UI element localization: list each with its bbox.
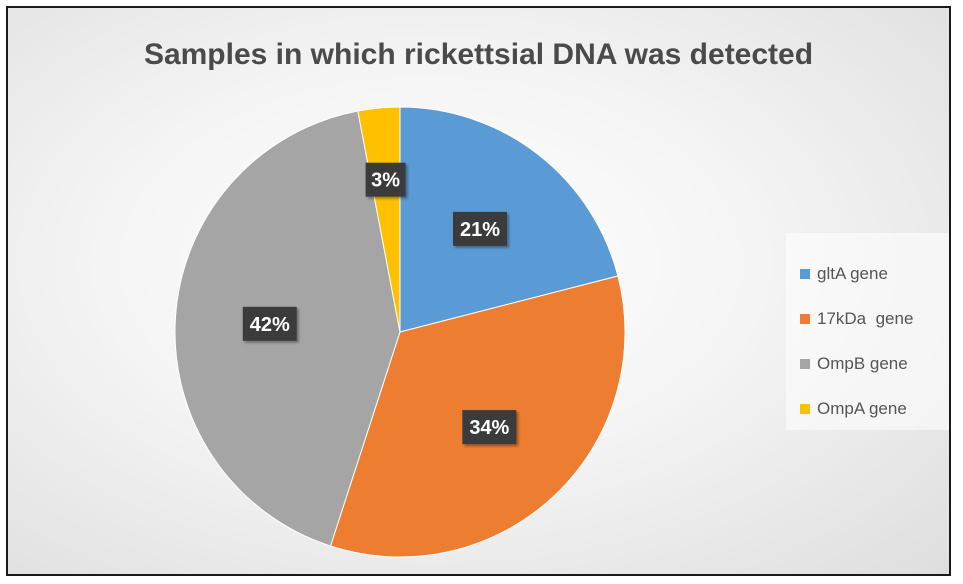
svg-text:3%: 3% — [371, 170, 400, 192]
pie-slice-glta-gene — [399, 106, 619, 333]
svg-text:42%: 42% — [250, 314, 290, 336]
legend-label: OmpA gene — [817, 398, 907, 418]
data-label-17kda-gene: 34% — [462, 410, 517, 445]
legend-label: OmpB gene — [817, 353, 908, 373]
legend-swatch — [800, 403, 810, 414]
legend-swatch — [800, 268, 810, 279]
svg-text:34%: 34% — [469, 417, 509, 439]
legend-swatch — [800, 358, 810, 369]
pie-chart: 21% 34% 42% 3% — [174, 106, 626, 558]
legend-item-ompa-gene: OmpA gene — [800, 386, 949, 431]
legend-item-17kda-gene: 17kDa gene — [800, 296, 949, 341]
legend-item-ompb-gene: OmpB gene — [800, 341, 949, 386]
data-label-ompb-gene: 42% — [242, 306, 297, 341]
legend-label: 17kDa gene — [817, 308, 914, 328]
legend-item-glta-gene: gltA gene — [800, 251, 949, 296]
chart-area: Samples in which rickettsial DNA was det… — [6, 6, 951, 576]
data-label-glta-gene: 21% — [452, 211, 507, 246]
data-label-ompa-gene: 3% — [365, 162, 406, 197]
legend-swatch — [800, 313, 810, 324]
chart-legend: gltA gene 17kDa gene OmpB gene OmpA gene — [786, 233, 949, 430]
legend-label: gltA gene — [817, 263, 888, 283]
svg-text:21%: 21% — [460, 219, 500, 241]
chart-title: Samples in which rickettsial DNA was det… — [143, 38, 814, 71]
